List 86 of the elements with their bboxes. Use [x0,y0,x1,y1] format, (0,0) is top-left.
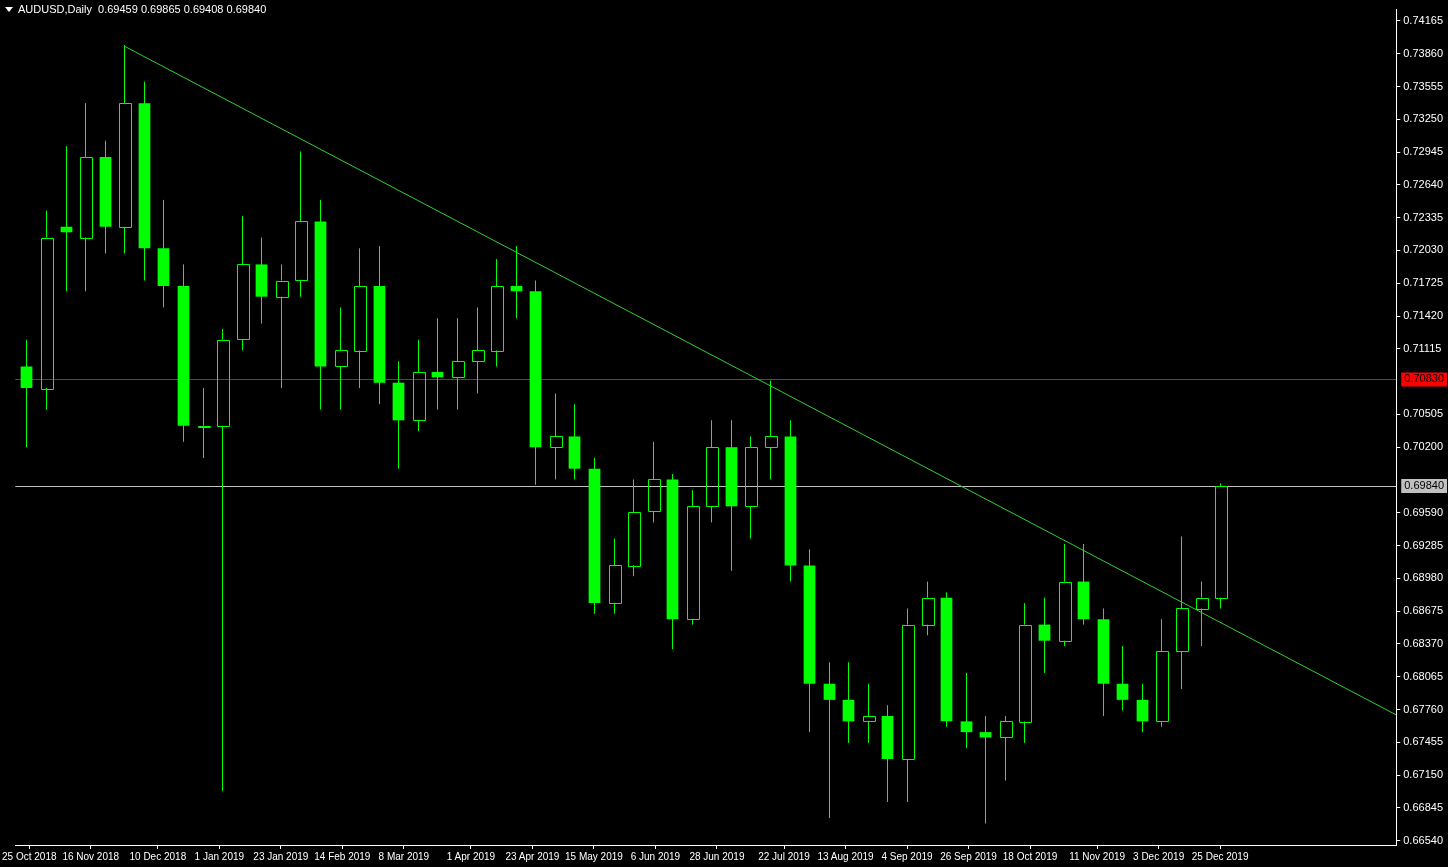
candlestick [765,380,778,480]
candlestick [1059,543,1072,647]
candlestick [217,328,230,792]
candlestick [609,538,622,615]
y-tick-label: 0.69285 [1403,538,1443,551]
candlestick [119,44,132,255]
candlestick [1215,482,1228,609]
y-tick-label: 0.67760 [1403,702,1443,715]
y-tick-label: 0.72335 [1403,210,1443,223]
y-tick-label: 0.71725 [1403,276,1443,289]
x-tick-label: 14 Feb 2019 [314,850,371,862]
chart-title: AUDUSD,Daily 0.69459 0.69865 0.69408 0.69840 [18,3,267,15]
candlestick [80,102,93,292]
candlestick [1196,581,1209,647]
candlestick [922,581,935,636]
x-tick-label: 4 Sep 2019 [881,850,934,862]
candlestick [295,151,308,298]
candlestick [1176,535,1189,690]
x-tick-label: 16 Nov 2018 [62,850,120,862]
candlestick [960,672,973,749]
y-tick-label: 0.68675 [1403,604,1443,617]
candlestick [41,210,54,411]
x-tick-label: 6 Jun 2019 [630,850,681,862]
y-tick-label: 0.66845 [1403,800,1443,813]
y-tick-label: 0.71420 [1403,309,1443,322]
candlestick [1116,645,1129,712]
candlestick [687,489,700,626]
ref-line-label: 0.70830 [1404,372,1444,385]
y-tick-label: 0.73250 [1403,112,1443,125]
candlestick [1000,715,1013,781]
y-tick-label: 0.72945 [1403,145,1443,158]
candlestick [491,258,504,368]
x-tick-label: 18 Oct 2019 [1002,850,1058,862]
candlestick [863,683,876,744]
x-tick-label: 1 Jan 2019 [194,850,245,862]
x-tick-label: 13 Aug 2019 [817,850,875,862]
x-tick-label: 1 Apr 2019 [446,850,496,862]
y-tick-label: 0.73555 [1403,79,1443,92]
candlestick [823,661,836,819]
candlestick [237,215,250,351]
candlestick [628,478,641,577]
y-tick-label: 0.72640 [1403,177,1443,190]
candlestick [842,661,855,744]
candlestick [902,607,915,803]
candlestick [745,435,758,540]
candlestick [198,387,211,459]
candlestick [276,263,289,389]
x-tick-label: 25 Dec 2019 [1191,850,1249,862]
y-tick-label: 0.74165 [1403,13,1443,26]
x-tick-label: 26 Sep 2019 [940,850,998,862]
candlestick [452,317,465,411]
x-tick-label: 8 Mar 2019 [378,850,430,862]
y-tick-label: 0.71115 [1403,341,1442,354]
candlestick [706,419,719,523]
x-tick-label: 15 May 2019 [565,850,624,862]
x-tick-label: 23 Apr 2019 [505,850,560,862]
y-tick-label: 0.73860 [1403,46,1443,59]
candlestick [472,306,485,394]
candlestick [335,306,348,411]
candlestick [648,441,661,523]
y-tick-label: 0.70505 [1403,407,1443,420]
y-tick-label: 0.72030 [1403,243,1443,256]
candlestick [20,339,33,448]
x-tick-label: 10 Dec 2018 [129,850,187,862]
x-tick-label: 25 Oct 2018 [2,850,57,862]
y-tick-label: 0.67150 [1403,768,1443,781]
candlestick [1156,618,1169,728]
x-tick-label: 23 Jan 2019 [253,850,309,862]
y-tick-label: 0.70200 [1403,440,1443,453]
ref-line-label: 0.69840 [1404,478,1444,491]
candlestick [1019,602,1032,744]
candlestick [354,247,367,389]
x-tick-label: 11 Nov 2019 [1069,850,1126,862]
x-tick-label: 22 Jul 2019 [758,850,811,862]
x-tick-label: 28 Jun 2019 [689,850,745,862]
y-tick-label: 0.66540 [1403,833,1443,846]
y-tick-label: 0.67455 [1403,735,1443,748]
candlestick [550,392,563,480]
y-tick-label: 0.68065 [1403,669,1443,682]
y-tick-label: 0.68980 [1403,571,1443,584]
y-tick-label: 0.69590 [1403,505,1443,518]
candlestick [1136,683,1149,733]
candlestick [1038,597,1051,674]
candlestick [413,339,426,432]
x-tick-label: 3 Dec 2019 [1133,850,1185,862]
y-tick-label: 0.68370 [1403,636,1443,649]
